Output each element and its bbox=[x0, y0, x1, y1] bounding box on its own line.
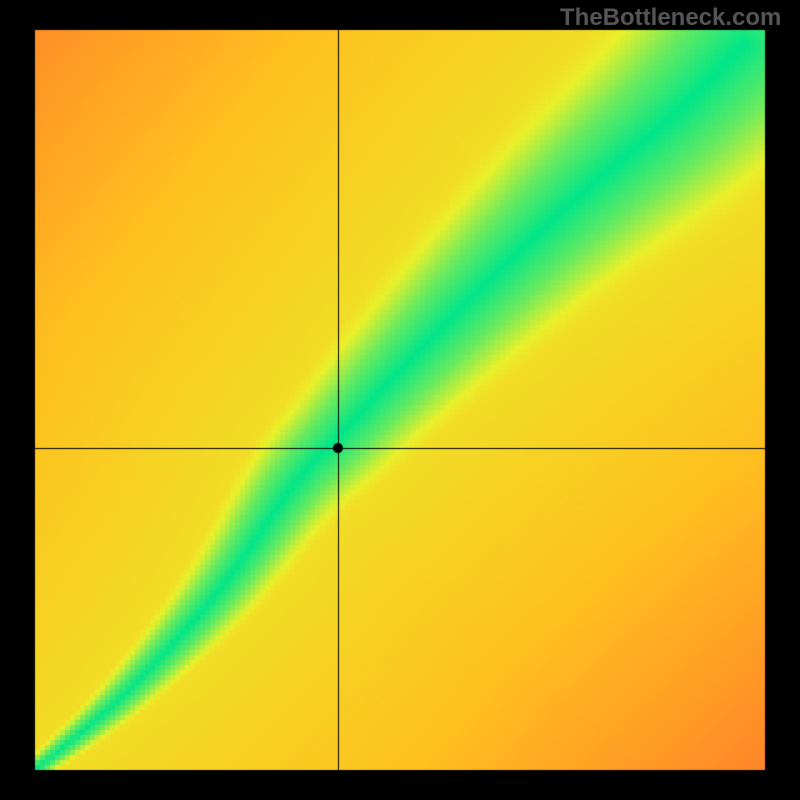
bottleneck-heatmap bbox=[0, 0, 800, 800]
chart-container: TheBottleneck.com bbox=[0, 0, 800, 800]
watermark-text: TheBottleneck.com bbox=[560, 4, 781, 32]
